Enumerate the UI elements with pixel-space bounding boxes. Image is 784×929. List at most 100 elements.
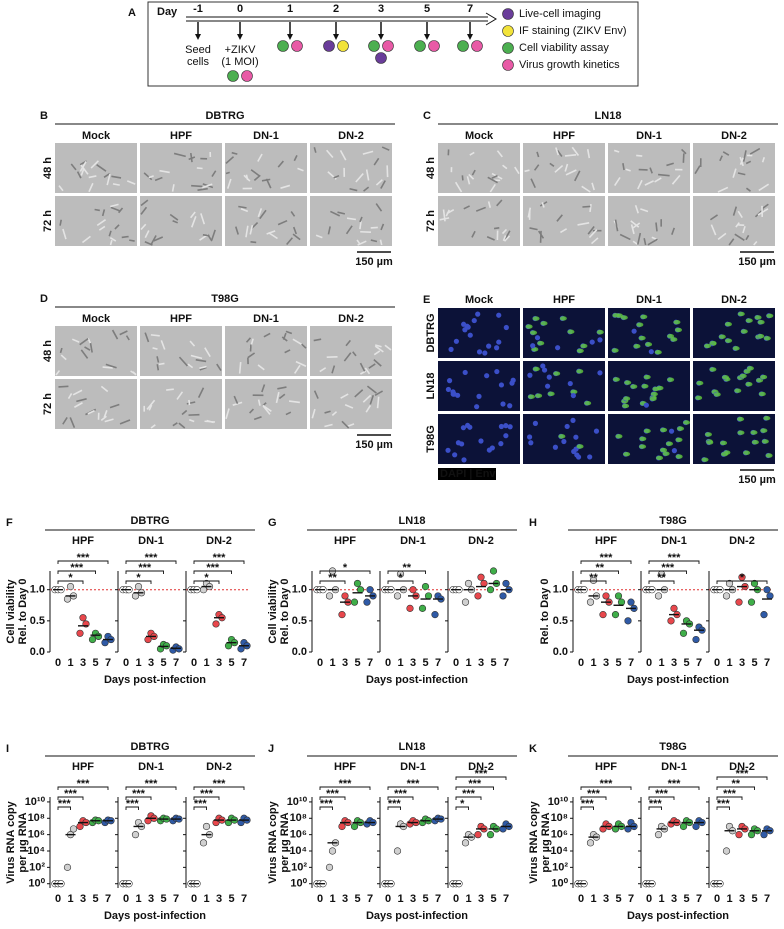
x-tick-label: 7	[173, 657, 179, 669]
cell-outline	[238, 205, 247, 209]
env-signal	[745, 382, 753, 387]
env-signal	[732, 346, 740, 351]
env-signal	[695, 395, 703, 401]
significance-label: ***	[468, 778, 482, 790]
cell-outline	[384, 344, 392, 351]
x-tick-label: 1	[590, 893, 596, 905]
x-tick-label: 3	[342, 893, 348, 905]
cell-outline	[717, 186, 729, 193]
x-tick-label: 5	[422, 893, 428, 905]
day-tick-label: 7	[467, 3, 473, 15]
data-point	[614, 592, 623, 600]
cell-outline	[118, 207, 124, 214]
significance-bracket	[455, 796, 482, 800]
cell-outline	[345, 225, 353, 235]
significance-label: *	[460, 798, 465, 810]
env-signal	[612, 377, 620, 382]
cell-outline	[60, 354, 67, 361]
stain-key: DAPI	[440, 468, 466, 480]
significance-label: **	[657, 572, 666, 584]
cell-outline	[226, 178, 232, 189]
env-signal	[547, 391, 555, 397]
data-point	[735, 831, 743, 839]
cell-outline	[625, 168, 631, 172]
data-point	[76, 629, 84, 637]
brightfield-image	[55, 196, 137, 246]
y-tick-label: 10⁶	[551, 829, 568, 841]
x-tick-label: 3	[216, 893, 222, 905]
cell-outline	[582, 205, 591, 208]
cell-outline	[243, 174, 251, 182]
cell-outline	[202, 234, 210, 237]
cell-outline	[340, 393, 349, 399]
assay-marker	[382, 40, 394, 52]
x-tick-label: 5	[751, 893, 757, 905]
cell-outline	[619, 233, 631, 241]
group-label: DN-1	[400, 761, 426, 773]
x-tick-label: 3	[80, 893, 86, 905]
data-point	[464, 579, 473, 588]
x-tick-label: 5	[354, 893, 360, 905]
cell-outline	[59, 219, 62, 226]
nucleus	[478, 438, 484, 444]
nucleus	[544, 383, 551, 389]
cell-outline	[586, 149, 591, 159]
data-point	[131, 831, 140, 839]
x-tick-label: 0	[123, 657, 129, 669]
cell-outline	[109, 237, 117, 242]
cell-outline	[339, 149, 347, 161]
assay-marker	[471, 40, 483, 52]
y-tick-label: 1.0	[553, 584, 568, 596]
cell-outline	[58, 385, 69, 388]
cell-outline	[486, 235, 495, 241]
cell-outline	[493, 226, 500, 230]
cell-outline	[292, 233, 301, 241]
env-signal	[623, 396, 631, 401]
x-tick-label: 1	[658, 657, 664, 669]
y-tick-label: 10²	[29, 861, 45, 873]
significance-bracket	[580, 806, 594, 810]
x-tick-label: 3	[739, 893, 745, 905]
cell-outline	[74, 402, 83, 408]
cell-outline	[109, 239, 113, 246]
scale-bar-label: 150 µm	[355, 439, 393, 451]
assay-marker	[291, 40, 303, 52]
x-tick-label: 7	[367, 657, 373, 669]
cell-outline	[100, 415, 107, 421]
x-tick-label: 3	[410, 657, 416, 669]
data-point	[69, 825, 78, 833]
cell-outline	[587, 225, 595, 235]
cell-outline	[556, 149, 563, 157]
cell-outline	[79, 161, 87, 172]
y-tick-label: 10¹⁰	[287, 796, 308, 808]
x-tick-label: 5	[615, 657, 621, 669]
cell-outline	[539, 201, 548, 207]
row-label: 72 h	[42, 393, 54, 415]
env-signal	[750, 430, 758, 435]
cell-outline	[169, 213, 179, 221]
nucleus	[526, 434, 533, 440]
env-signal	[611, 348, 619, 353]
env-signal	[567, 329, 575, 334]
env-signal	[532, 366, 540, 372]
cell-outline	[178, 356, 188, 367]
env-signal	[662, 451, 670, 456]
cell-outline	[280, 184, 291, 189]
cell-outline	[365, 405, 372, 413]
scale-bar-label: 150 µm	[738, 474, 776, 486]
cell-outline	[614, 176, 621, 187]
x-tick-label: 7	[696, 893, 702, 905]
data-point	[199, 839, 208, 847]
cell-outline	[636, 154, 643, 157]
cell-outline	[148, 175, 154, 179]
cell-outline	[250, 169, 260, 177]
assay-marker	[227, 70, 239, 82]
significance-bracket	[193, 580, 220, 584]
cell-outline	[503, 235, 511, 242]
significance-label: ***	[64, 788, 78, 800]
data-point	[722, 592, 731, 600]
nucleus	[471, 317, 477, 324]
cell-outline	[88, 182, 94, 193]
env-signal	[636, 322, 644, 327]
cell-outline	[346, 217, 357, 221]
